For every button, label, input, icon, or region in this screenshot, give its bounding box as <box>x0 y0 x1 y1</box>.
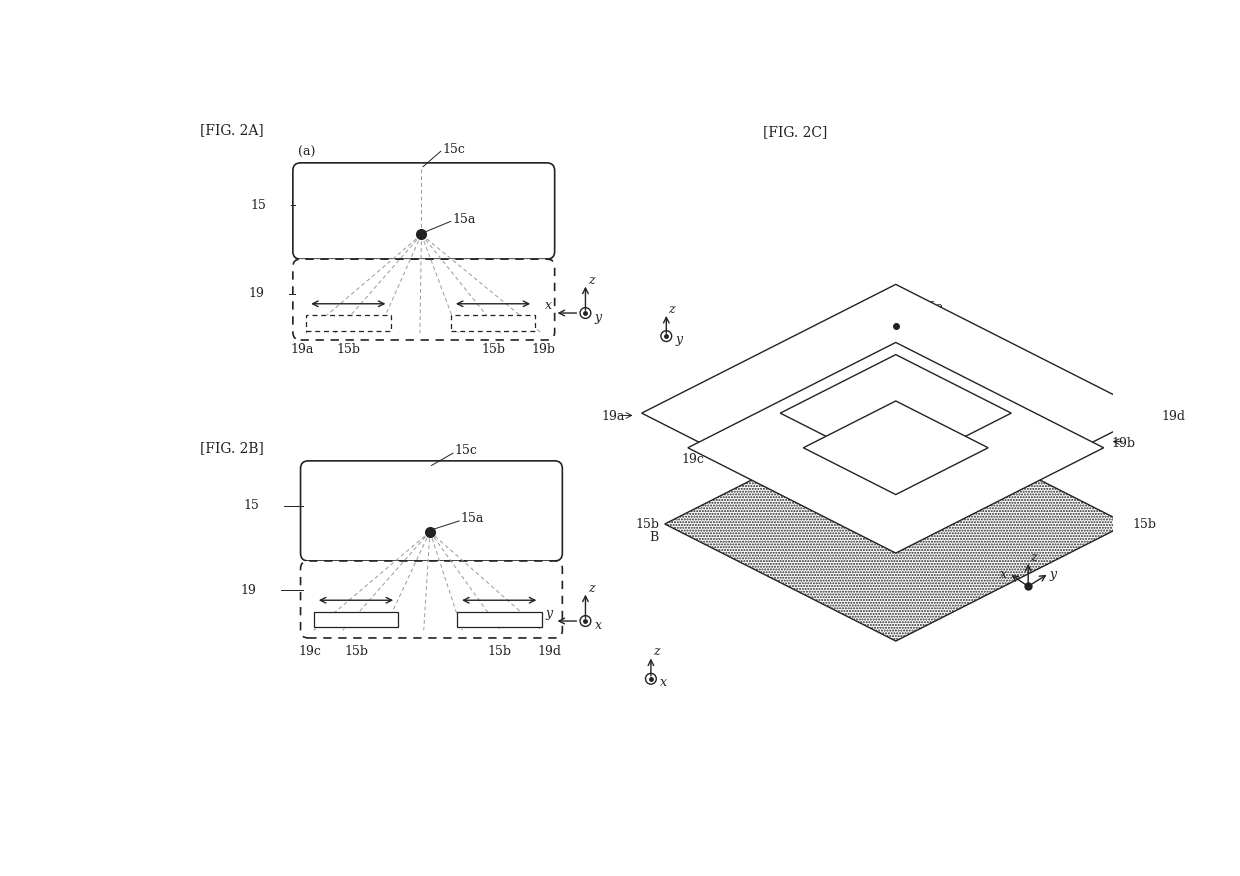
Bar <box>306 315 391 331</box>
Text: [FIG. 2C]: [FIG. 2C] <box>763 125 827 139</box>
Text: 15b: 15b <box>635 518 660 531</box>
Text: x: x <box>999 569 1007 582</box>
Text: 19c: 19c <box>299 646 321 659</box>
Text: z: z <box>653 646 660 659</box>
Text: 15b: 15b <box>481 343 505 357</box>
Text: 15: 15 <box>250 199 265 212</box>
Text: A: A <box>957 424 966 437</box>
Polygon shape <box>804 401 988 495</box>
Text: 19: 19 <box>241 583 257 597</box>
FancyBboxPatch shape <box>293 163 554 259</box>
Text: 15b: 15b <box>487 646 511 659</box>
FancyBboxPatch shape <box>300 561 563 638</box>
Text: y: y <box>1050 569 1056 582</box>
Text: y: y <box>676 334 683 347</box>
Text: 15b: 15b <box>343 646 368 659</box>
Polygon shape <box>665 407 1127 641</box>
Polygon shape <box>780 355 1012 471</box>
Bar <box>314 611 398 627</box>
Text: x: x <box>546 299 552 312</box>
Text: y: y <box>546 607 553 620</box>
Polygon shape <box>688 343 1104 553</box>
Text: 19: 19 <box>248 287 264 300</box>
Text: x: x <box>595 619 601 632</box>
Text: 15c: 15c <box>455 444 477 457</box>
Text: z: z <box>668 303 676 315</box>
Text: 15b: 15b <box>1133 518 1157 531</box>
Text: 19d: 19d <box>537 646 562 659</box>
Text: 15a: 15a <box>461 512 484 525</box>
Polygon shape <box>641 285 1149 542</box>
Text: (a): (a) <box>299 146 316 159</box>
Text: 19b: 19b <box>1111 437 1136 450</box>
Text: z: z <box>588 274 594 287</box>
Text: z: z <box>588 583 594 595</box>
Text: 15c: 15c <box>443 143 465 156</box>
Text: z: z <box>1030 551 1037 563</box>
Text: 15a: 15a <box>453 213 476 226</box>
Text: 15a: 15a <box>920 300 944 314</box>
FancyBboxPatch shape <box>300 461 563 561</box>
Text: 19b: 19b <box>531 343 556 357</box>
Text: 19a: 19a <box>601 411 625 423</box>
Text: [FIG. 2A]: [FIG. 2A] <box>201 123 264 137</box>
Text: 19d: 19d <box>1162 411 1185 423</box>
Bar <box>450 315 536 331</box>
FancyBboxPatch shape <box>293 259 554 340</box>
Text: x: x <box>660 676 667 689</box>
Text: y: y <box>595 311 601 324</box>
Text: 19a: 19a <box>290 343 314 357</box>
Text: 15: 15 <box>244 499 259 512</box>
Text: 19c: 19c <box>682 453 704 466</box>
Text: B: B <box>650 532 658 544</box>
Text: [FIG. 2B]: [FIG. 2B] <box>201 441 264 455</box>
Text: 15b: 15b <box>336 343 361 357</box>
Bar <box>456 611 542 627</box>
